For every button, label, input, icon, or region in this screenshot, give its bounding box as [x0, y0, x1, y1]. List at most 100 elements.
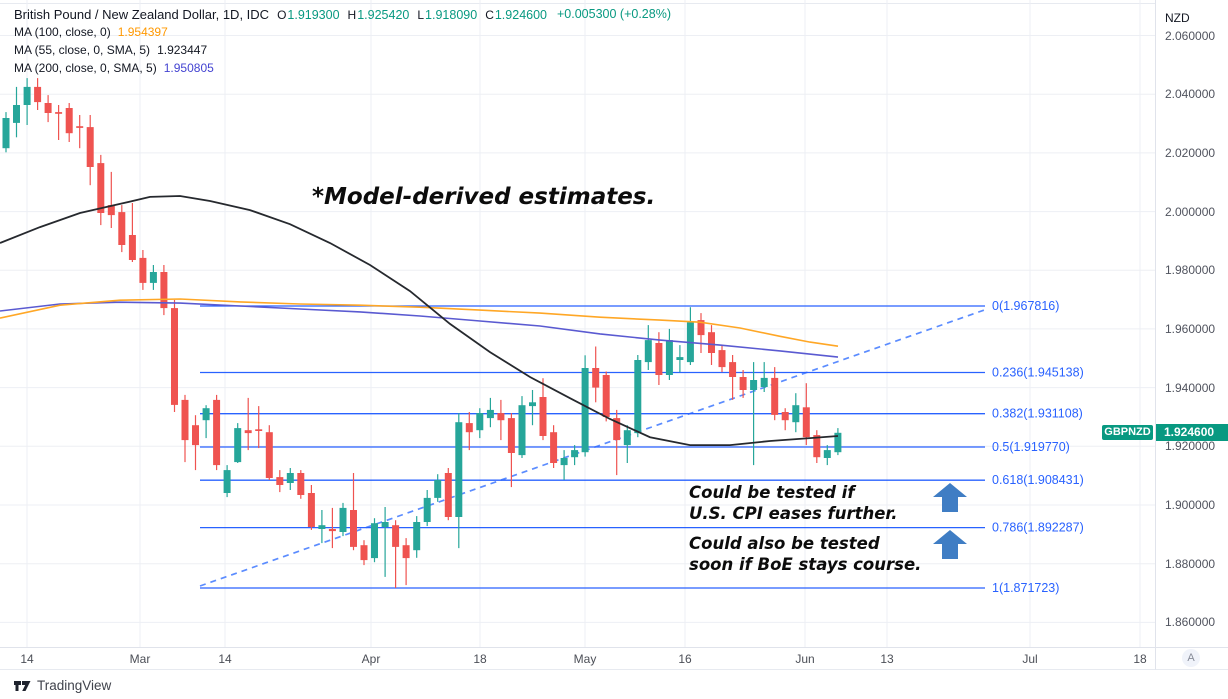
candle	[602, 371, 610, 422]
fib-label-1: 1(1.871723)	[992, 581, 1059, 595]
candle	[676, 345, 684, 373]
candle	[644, 325, 652, 370]
candle	[455, 413, 463, 549]
up-arrow-icon[interactable]	[932, 483, 968, 513]
candle	[623, 425, 631, 463]
time-tick: 18	[473, 652, 487, 666]
candle	[497, 399, 505, 441]
candle	[423, 490, 431, 527]
candle	[486, 397, 494, 428]
candle	[518, 396, 526, 458]
candle	[371, 518, 378, 563]
candle	[286, 468, 294, 490]
price-tick: 1.960000	[1165, 321, 1216, 336]
ohlc-L: L1.918090	[417, 7, 478, 22]
candle	[307, 485, 315, 530]
ohlc-O: O1.919300	[277, 7, 340, 22]
annotation-model-note[interactable]: *Model-derived estimates.	[312, 184, 656, 210]
candle	[465, 412, 473, 451]
candle	[339, 502, 347, 537]
chart-legend: British Pound / New Zealand Dollar, 1D, …	[14, 5, 671, 77]
indicator-legend-rows: MA (100, close, 0) 1.954397 MA (55, close,…	[14, 23, 671, 77]
ma-legend-row[interactable]: MA (200, close, 0, SMA, 5) 1.950805	[14, 61, 214, 75]
annotation-line: U.S. CPI eases further.	[689, 504, 898, 523]
candle	[244, 397, 252, 451]
candle	[55, 105, 63, 140]
price-tick: 2.060000	[1165, 28, 1216, 43]
fib-label-0.382: 0.382(1.931108)	[992, 407, 1083, 421]
candle	[802, 383, 810, 446]
time-tick: 18	[1133, 652, 1147, 666]
axis-corner: A	[1155, 647, 1228, 670]
fib-label-0.5: 0.5(1.919770)	[992, 440, 1070, 454]
candle	[360, 540, 368, 566]
time-tick: Jun	[795, 652, 815, 666]
annotation-line: Could also be tested	[689, 534, 880, 553]
time-tick: Apr	[361, 652, 381, 666]
price-tick: 1.940000	[1165, 380, 1216, 395]
candle	[434, 474, 442, 502]
candle	[444, 468, 452, 521]
candle	[771, 367, 779, 421]
ma-legend-row[interactable]: MA (55, close, 0, SMA, 5) 1.923447	[14, 43, 208, 57]
fib-label-0.236: 0.236(1.945138)	[992, 366, 1084, 380]
grid	[0, 0, 1155, 647]
candle	[392, 520, 400, 588]
candle	[234, 423, 242, 463]
symbol-badge: GBPNZD	[1102, 424, 1153, 440]
candle	[655, 332, 663, 385]
candle	[181, 394, 189, 463]
candle	[729, 355, 737, 400]
chart-canvas[interactable]: 0(1.967816) 0.236(1.945138) 0.382(1.931108…	[0, 0, 1155, 647]
candle	[76, 115, 84, 149]
candle	[65, 103, 73, 142]
candle	[139, 250, 147, 290]
ma-55-line[interactable]	[0, 195, 839, 447]
candle	[781, 408, 789, 431]
symbol-title[interactable]: British Pound / New Zealand Dollar, 1D, …	[14, 6, 270, 22]
candle	[750, 362, 758, 466]
tradingview-logo[interactable]: TradingView	[14, 677, 111, 694]
candle	[834, 428, 842, 456]
price-tick: 1.920000	[1165, 439, 1216, 454]
annotation-line: soon if BoE stays course.	[689, 555, 922, 574]
candle	[171, 299, 178, 412]
candle	[823, 445, 831, 466]
candle	[539, 378, 547, 441]
candle	[507, 413, 515, 488]
candle	[255, 406, 263, 449]
candle	[160, 265, 168, 316]
auto-scale-button[interactable]: A	[1182, 649, 1200, 667]
candle	[613, 409, 621, 476]
fib-retracement[interactable]: 0(1.967816) 0.236(1.945138) 0.382(1.931108…	[200, 299, 1084, 595]
price-tick: 2.020000	[1165, 145, 1216, 160]
ma-100-line[interactable]	[0, 298, 839, 347]
price-tick: 2.040000	[1165, 87, 1216, 102]
candle	[686, 307, 694, 365]
candle	[571, 445, 579, 466]
annotation-note-boe[interactable]: Could also be tested soon if BoE stays c…	[689, 533, 921, 575]
candle	[634, 355, 642, 438]
ma-200-line[interactable]	[0, 301, 839, 358]
candle	[697, 313, 705, 353]
price-axis[interactable]: NZD 2.060000 2.040000 2.020000 2.000000 1.98…	[1155, 0, 1228, 647]
candle	[760, 362, 768, 392]
candle	[318, 510, 326, 544]
ma-legend-row[interactable]: MA (100, close, 0) 1.954397	[14, 25, 168, 39]
candle	[350, 473, 357, 551]
tradingview-logo-text: TradingView	[37, 678, 112, 693]
time-axis[interactable]: 14 Mar 14 Apr 18 May 16 Jun 13 Jul 18	[0, 647, 1155, 670]
ohlc-C: C1.924600	[485, 7, 547, 22]
up-arrow-icon[interactable]	[932, 530, 968, 560]
last-price-label: 1.924600	[1156, 423, 1228, 441]
candle	[476, 408, 484, 439]
candle	[149, 265, 157, 290]
candle	[223, 465, 231, 498]
ohlc-values: O1.919300 H1.925420 L1.918090 C1.924600	[277, 7, 549, 22]
annotation-note-cpi[interactable]: Could be tested if U.S. CPI eases furthe…	[689, 482, 898, 524]
candle	[265, 425, 273, 480]
candle	[97, 154, 105, 226]
change-value: +0.005300 (+0.28%)	[557, 7, 671, 21]
candle	[413, 516, 421, 558]
